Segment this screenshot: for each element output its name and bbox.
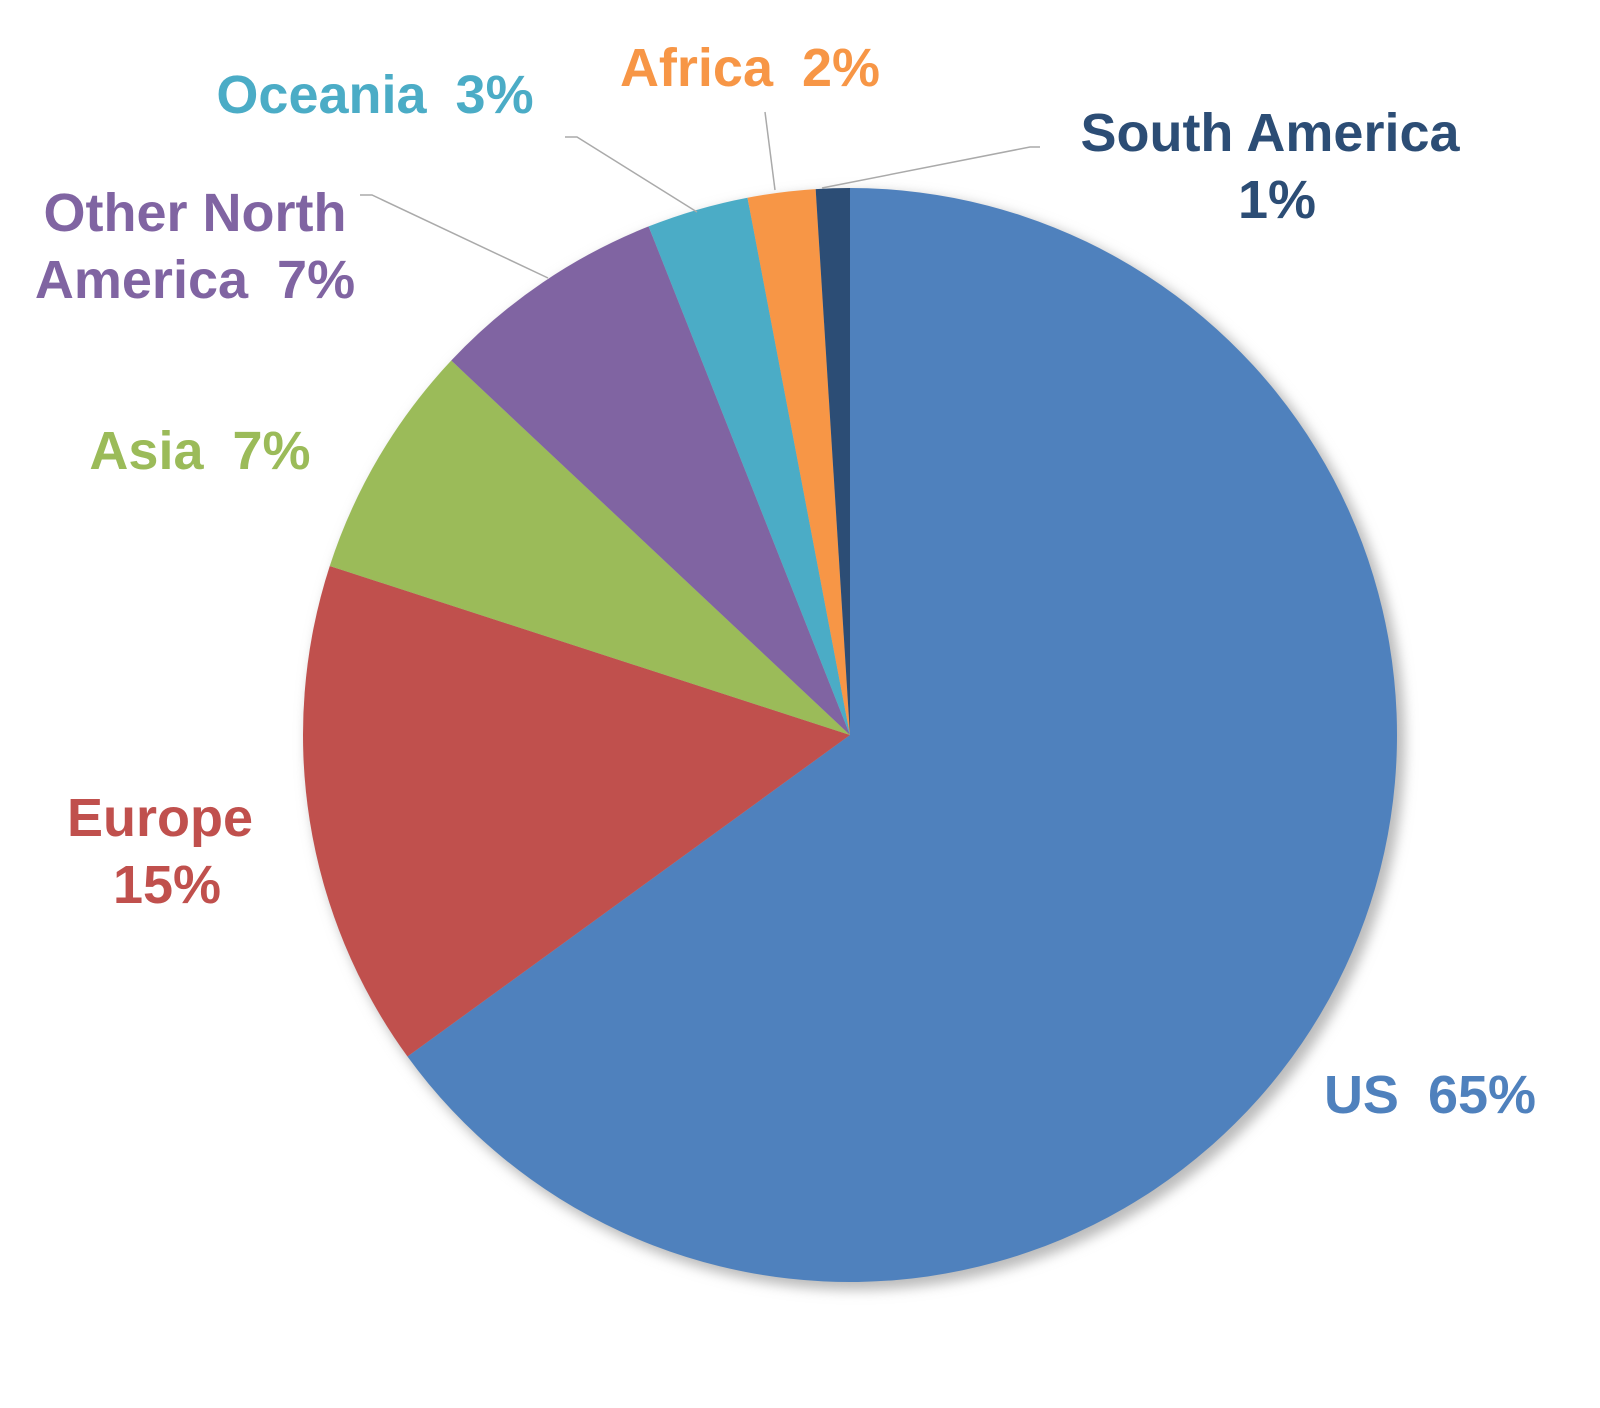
pie <box>303 188 1397 1282</box>
label-category: Asia <box>89 421 204 481</box>
data-label: Other North America 7% <box>20 180 370 314</box>
data-label: Oceania 3% <box>190 62 560 129</box>
label-category: US <box>1323 1065 1399 1125</box>
pie-slice <box>815 188 850 735</box>
label-value: 65% <box>1427 1065 1537 1125</box>
data-label: Asia 7% <box>60 418 340 485</box>
data-label: South America 1% <box>1050 100 1490 234</box>
label-value: 7% <box>232 421 311 481</box>
label-category: Europe <box>66 788 254 848</box>
label-category: South America <box>1080 103 1460 163</box>
label-category: Other North America <box>34 183 347 310</box>
pie-slice <box>451 226 850 735</box>
leader-line <box>764 111 776 191</box>
pie-slice <box>329 360 850 735</box>
leader-line <box>565 136 698 213</box>
data-label: Europe 15% <box>40 785 280 919</box>
data-label: US 65% <box>1300 1062 1560 1129</box>
label-category: Oceania <box>216 65 427 125</box>
leader-lines <box>360 111 1040 279</box>
pie-slice <box>747 189 850 736</box>
label-category: Africa <box>619 38 773 98</box>
data-label: Africa 2% <box>590 35 910 102</box>
leader-line <box>360 194 549 279</box>
pie-slice <box>648 197 850 736</box>
label-value: 3% <box>455 65 534 125</box>
label-value: 7% <box>277 250 356 310</box>
leader-line <box>821 146 1040 189</box>
pie-slice <box>407 188 1397 1282</box>
label-value: 1% <box>1237 170 1317 230</box>
label-value: 2% <box>802 38 881 98</box>
pie-slice <box>303 565 850 1057</box>
label-value: 15% <box>112 855 222 915</box>
